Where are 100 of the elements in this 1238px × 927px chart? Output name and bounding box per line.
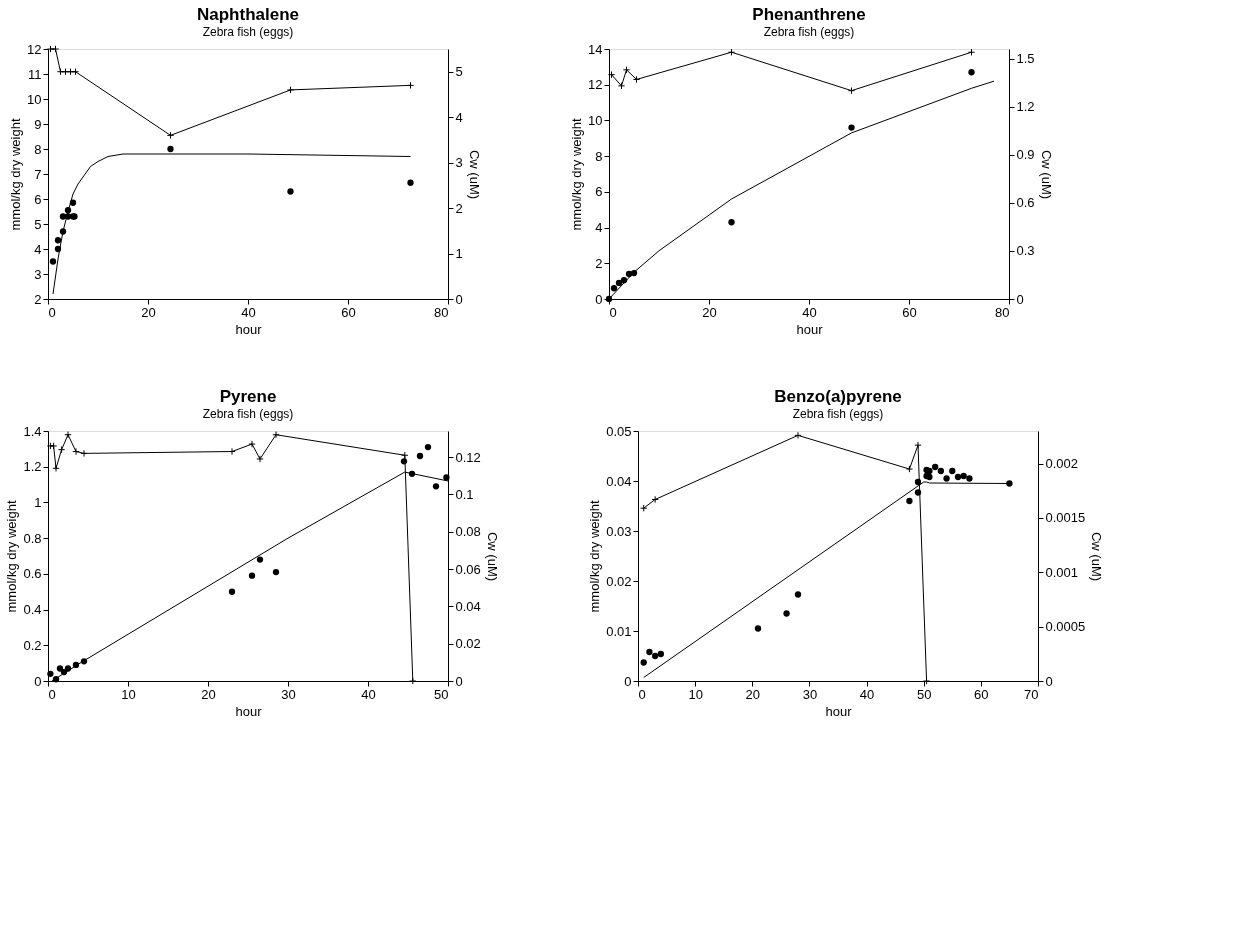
x-tick-label: 40 <box>361 686 376 702</box>
y-tick-label: 11 <box>28 66 42 82</box>
point <box>967 48 976 56</box>
y-tick-label: 0 <box>595 291 603 307</box>
x-axis-title: hour <box>825 703 853 719</box>
point <box>228 588 236 595</box>
point <box>49 258 57 265</box>
point <box>54 237 62 244</box>
point <box>71 68 80 76</box>
point <box>914 441 922 449</box>
x-axis-title: hour <box>235 703 263 719</box>
point <box>914 489 922 496</box>
point <box>949 467 956 475</box>
point <box>407 179 414 186</box>
x-tick-label: 20 <box>141 304 156 320</box>
y-tick-label: 5 <box>34 216 42 232</box>
y-tick-label: 0.6 <box>23 566 42 582</box>
y-tick-label: 6 <box>34 191 42 207</box>
x-tick-label: 80 <box>995 304 1010 320</box>
point <box>632 75 641 84</box>
x-tick-label: 20 <box>745 686 761 702</box>
y2-tick-label: 4 <box>455 109 463 125</box>
y-tick-label: 0.04 <box>606 473 632 489</box>
point <box>59 213 67 220</box>
y-tick-label: 0.01 <box>606 623 632 639</box>
y-tick-label: 6 <box>595 184 603 200</box>
point <box>443 474 450 481</box>
x-tick-label: 60 <box>341 304 356 320</box>
x-tick-label: 70 <box>1024 686 1039 702</box>
y-tick-label: 1 <box>34 494 42 510</box>
x-tick-label: 40 <box>241 304 256 320</box>
x-tick-label: 50 <box>434 686 449 702</box>
point <box>64 431 72 439</box>
y2-tick-label: 0.002 <box>1045 456 1079 472</box>
y2-tick-label: 2 <box>455 200 463 216</box>
y2-tick-label: 0.06 <box>455 561 481 577</box>
chart-title: Naphthalene <box>196 5 300 24</box>
point <box>272 568 280 576</box>
x-tick-label: 0 <box>638 686 646 702</box>
point <box>847 87 856 95</box>
y2-tick-label: 0.1 <box>455 486 474 502</box>
point <box>1006 480 1013 487</box>
y-axis-title: mmol/kg dry weight <box>587 500 603 613</box>
y2-tick-label: 0.12 <box>455 449 481 465</box>
y-tick-label: 10 <box>588 112 603 128</box>
point <box>72 447 80 456</box>
point <box>286 86 295 94</box>
y2-tick-label: 0.04 <box>455 598 481 614</box>
point <box>409 677 417 685</box>
point <box>432 483 440 490</box>
point <box>651 495 659 504</box>
point <box>57 445 66 454</box>
y-tick-label: 0.8 <box>23 530 42 546</box>
point <box>943 475 950 482</box>
y2-tick-label: 0.08 <box>455 524 481 540</box>
y-tick-label: 8 <box>34 141 42 157</box>
chart-subtitle: Zebra fish (eggs) <box>202 407 294 421</box>
point <box>248 572 256 579</box>
point <box>783 610 790 617</box>
point <box>794 591 802 598</box>
point <box>287 188 294 195</box>
y-tick-label: 0.2 <box>23 637 42 653</box>
point <box>651 652 659 660</box>
point <box>256 556 264 563</box>
y-tick-label: 12 <box>27 41 42 57</box>
point <box>960 472 967 480</box>
chart-subtitle: Zebra fish (eggs) <box>763 25 855 39</box>
y2-tick-label: 0.9 <box>1016 147 1035 163</box>
point <box>848 124 855 131</box>
x-tick-label: 10 <box>121 686 136 702</box>
point <box>640 659 647 666</box>
point <box>406 81 415 90</box>
y2-tick-label: 0.0005 <box>1045 619 1086 635</box>
y-axis-title: mmol/kg dry weight <box>4 500 20 613</box>
y2-tick-label: 1.5 <box>1016 51 1035 67</box>
x-tick-label: 60 <box>902 304 917 320</box>
point <box>228 447 236 456</box>
chart-title: Benzo(a)pyrene <box>774 387 902 406</box>
point <box>52 464 60 472</box>
y-axis-title: mmol/kg dry weight <box>569 118 585 231</box>
y2-axis-title: Cw (uM) <box>466 149 482 200</box>
point <box>937 467 945 475</box>
y-tick-label: 12 <box>588 77 603 93</box>
point <box>47 670 54 678</box>
y2-axis-title: Cw (uM) <box>484 531 500 582</box>
x-tick-label: 30 <box>281 686 296 702</box>
point <box>166 131 175 140</box>
x-tick-label: 0 <box>48 686 56 702</box>
x-tick-label: 80 <box>434 304 449 320</box>
y-tick-label: 1.4 <box>23 423 42 439</box>
chart-title: Phenanthrene <box>752 5 866 24</box>
point <box>617 82 626 90</box>
y-tick-label: 2 <box>595 255 603 271</box>
y-tick-label: 0 <box>624 673 632 689</box>
point <box>256 455 264 463</box>
x-tick-label: 10 <box>688 686 703 702</box>
y-tick-label: 1.2 <box>23 459 42 475</box>
y-tick-label: 0 <box>34 673 42 689</box>
x-tick-label: 40 <box>859 686 875 702</box>
point <box>754 625 762 632</box>
